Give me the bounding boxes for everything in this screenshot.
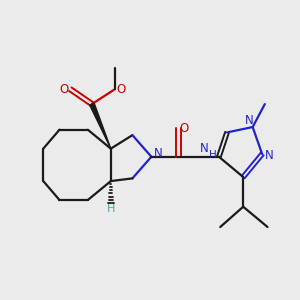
Text: H: H (209, 150, 217, 161)
Text: N: N (200, 142, 208, 154)
Polygon shape (90, 103, 111, 148)
Text: H: H (107, 204, 116, 214)
Text: O: O (180, 122, 189, 135)
Text: O: O (116, 83, 125, 96)
Text: N: N (154, 147, 163, 160)
Text: N: N (265, 149, 274, 162)
Text: O: O (60, 83, 69, 96)
Text: N: N (245, 114, 254, 127)
